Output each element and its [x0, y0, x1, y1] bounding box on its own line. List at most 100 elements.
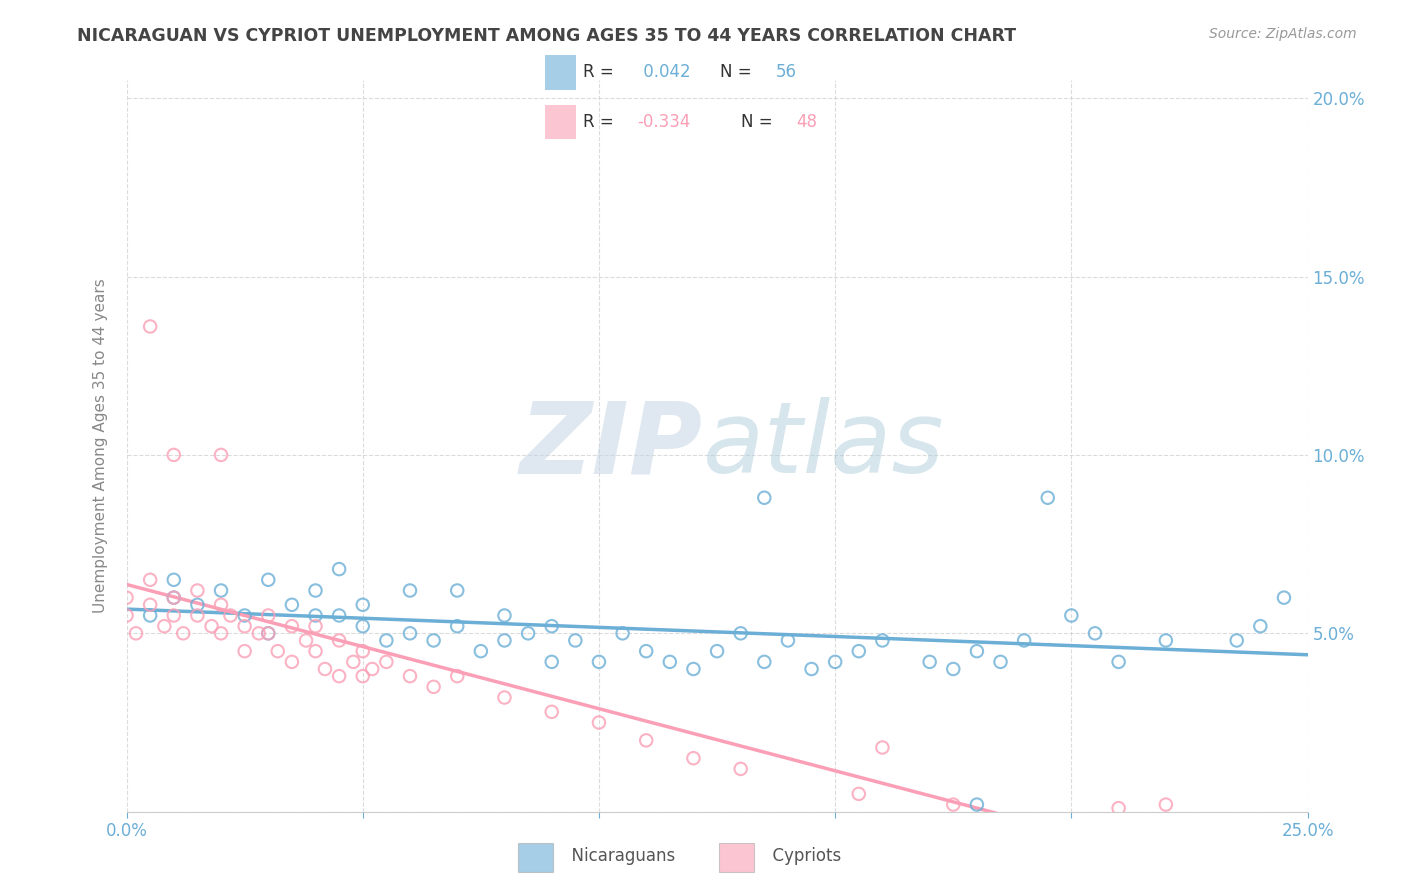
Point: [125, 626, 148, 640]
Point: [304, 608, 326, 623]
Text: 0.042: 0.042: [638, 63, 690, 81]
Point: [1249, 619, 1271, 633]
Point: [540, 705, 562, 719]
Point: [139, 598, 162, 612]
Point: [328, 669, 350, 683]
Point: [966, 644, 988, 658]
Bar: [544, 104, 575, 139]
Point: [233, 608, 256, 623]
Point: [966, 797, 988, 812]
Point: [848, 644, 870, 658]
Text: N =: N =: [720, 63, 758, 81]
Text: R =: R =: [582, 63, 619, 81]
Bar: [544, 55, 575, 89]
Text: Source: ZipAtlas.com: Source: ZipAtlas.com: [1209, 27, 1357, 41]
Point: [219, 608, 242, 623]
Point: [1154, 797, 1177, 812]
Point: [942, 662, 965, 676]
Text: Cypriots: Cypriots: [762, 847, 841, 865]
Text: R =: R =: [582, 112, 619, 130]
Bar: [517, 843, 554, 872]
Point: [848, 787, 870, 801]
Point: [399, 626, 422, 640]
Point: [730, 762, 752, 776]
Point: [314, 662, 336, 676]
Point: [163, 573, 186, 587]
Point: [399, 669, 422, 683]
Text: N =: N =: [741, 112, 778, 130]
Point: [446, 669, 468, 683]
Point: [257, 626, 280, 640]
Point: [422, 680, 444, 694]
Point: [352, 669, 374, 683]
Point: [186, 583, 208, 598]
Bar: [718, 843, 754, 872]
Point: [361, 662, 384, 676]
Text: NICARAGUAN VS CYPRIOT UNEMPLOYMENT AMONG AGES 35 TO 44 YEARS CORRELATION CHART: NICARAGUAN VS CYPRIOT UNEMPLOYMENT AMONG…: [77, 27, 1017, 45]
Point: [1012, 633, 1035, 648]
Point: [1154, 633, 1177, 648]
Point: [163, 591, 186, 605]
Text: -0.334: -0.334: [638, 112, 690, 130]
Point: [399, 583, 422, 598]
Y-axis label: Unemployment Among Ages 35 to 44 years: Unemployment Among Ages 35 to 44 years: [93, 278, 108, 614]
Point: [1060, 608, 1083, 623]
Point: [612, 626, 634, 640]
Point: [328, 562, 350, 576]
Point: [172, 626, 194, 640]
Text: 56: 56: [776, 63, 796, 81]
Point: [682, 662, 704, 676]
Point: [267, 644, 290, 658]
Text: atlas: atlas: [703, 398, 945, 494]
Point: [163, 591, 186, 605]
Point: [281, 598, 304, 612]
Point: [257, 626, 280, 640]
Point: [446, 583, 468, 598]
Point: [153, 619, 176, 633]
Point: [824, 655, 846, 669]
Point: [352, 619, 374, 633]
Point: [1084, 626, 1107, 640]
Point: [328, 633, 350, 648]
Point: [754, 491, 776, 505]
Point: [658, 655, 681, 669]
Point: [494, 633, 516, 648]
Point: [470, 644, 492, 658]
Point: [588, 655, 610, 669]
Point: [209, 448, 232, 462]
Point: [1226, 633, 1249, 648]
Point: [209, 598, 232, 612]
Point: [352, 598, 374, 612]
Point: [1036, 491, 1059, 505]
Point: [342, 655, 364, 669]
Point: [139, 608, 162, 623]
Point: [295, 633, 318, 648]
Point: [281, 619, 304, 633]
Point: [304, 583, 326, 598]
Point: [754, 655, 776, 669]
Point: [186, 598, 208, 612]
Point: [139, 573, 162, 587]
Point: [139, 319, 162, 334]
Point: [209, 626, 232, 640]
Point: [247, 626, 270, 640]
Point: [776, 633, 799, 648]
Point: [233, 644, 256, 658]
Point: [1108, 801, 1130, 815]
Point: [540, 619, 562, 633]
Point: [328, 608, 350, 623]
Point: [540, 655, 562, 669]
Point: [730, 626, 752, 640]
Point: [186, 608, 208, 623]
Point: [115, 608, 138, 623]
Point: [636, 733, 658, 747]
Point: [636, 644, 658, 658]
Point: [494, 608, 516, 623]
Point: [1272, 591, 1295, 605]
Text: ZIP: ZIP: [520, 398, 703, 494]
Point: [517, 626, 540, 640]
Point: [942, 797, 965, 812]
Point: [588, 715, 610, 730]
Point: [422, 633, 444, 648]
Point: [872, 633, 894, 648]
